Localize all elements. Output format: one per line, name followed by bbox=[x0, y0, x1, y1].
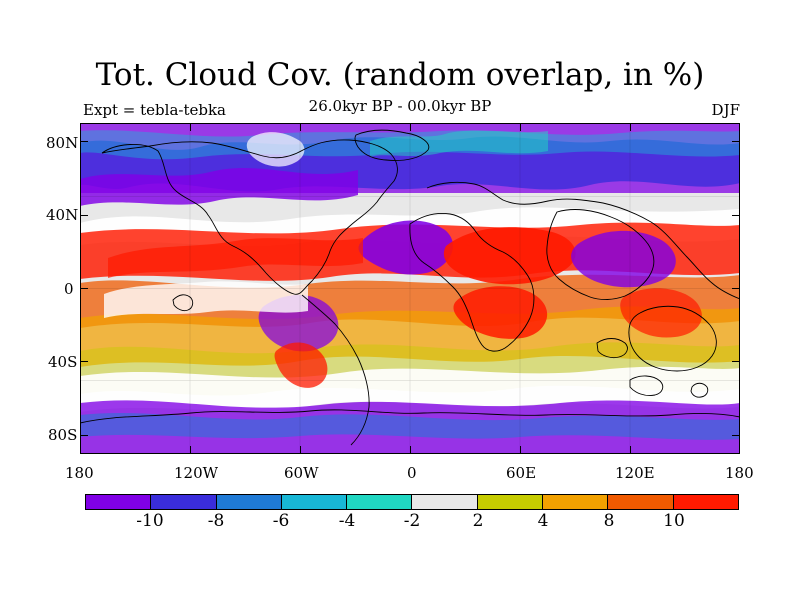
lat-tick-40n: 40N bbox=[46, 206, 79, 224]
colorbar bbox=[85, 494, 739, 510]
colorbar-label: 2 bbox=[472, 511, 484, 531]
colorbar-label: -2 bbox=[403, 511, 421, 531]
lon-tick-60w: 60W bbox=[284, 464, 319, 482]
colorbar-label: -8 bbox=[207, 511, 225, 531]
lat-tick-80s: 80S bbox=[48, 426, 78, 444]
map-field bbox=[80, 123, 740, 454]
land-outlines bbox=[80, 129, 740, 446]
colorbar-segment bbox=[477, 495, 544, 509]
lon-tick-120e: 120E bbox=[615, 464, 655, 482]
colorbar-segment bbox=[281, 495, 348, 509]
lon-tick-180-left: 180 bbox=[65, 464, 94, 482]
experiment-label: Expt = tebla-tebka bbox=[83, 101, 226, 119]
season-label: DJF bbox=[711, 101, 740, 119]
colorbar-label: -10 bbox=[136, 511, 164, 531]
colorbar-segment bbox=[673, 495, 738, 509]
colorbar-segment bbox=[216, 495, 282, 509]
lon-tick-120w: 120W bbox=[174, 464, 219, 482]
lon-tick-180-right: 180 bbox=[725, 464, 754, 482]
lat-tick-80n: 80N bbox=[46, 134, 79, 152]
colorbar-label: -4 bbox=[338, 511, 356, 531]
colorbar-label: -6 bbox=[272, 511, 290, 531]
colorbar-segment bbox=[347, 495, 413, 509]
colorbar-segment bbox=[412, 495, 478, 509]
map-canvas bbox=[80, 123, 740, 454]
colorbar-label: 4 bbox=[537, 511, 549, 531]
lat-tick-40s: 40S bbox=[48, 353, 78, 371]
lat-tick-0: 0 bbox=[64, 280, 74, 298]
colorbar-segment bbox=[151, 495, 217, 509]
lon-tick-60e: 60E bbox=[506, 464, 537, 482]
colorbar-segment bbox=[543, 495, 609, 509]
period-label: 26.0kyr BP - 00.0kyr BP bbox=[308, 97, 492, 115]
colorbar-label: 10 bbox=[663, 511, 685, 531]
cloud-cover-map bbox=[80, 123, 740, 454]
colorbar-segment bbox=[608, 495, 674, 509]
colorbar-segment bbox=[86, 495, 152, 509]
colorbar-label: 8 bbox=[603, 511, 615, 531]
map-ticks bbox=[80, 123, 740, 454]
plot-title: Tot. Cloud Cov. (random overlap, in %) bbox=[95, 57, 705, 93]
lon-tick-0: 0 bbox=[407, 464, 417, 482]
